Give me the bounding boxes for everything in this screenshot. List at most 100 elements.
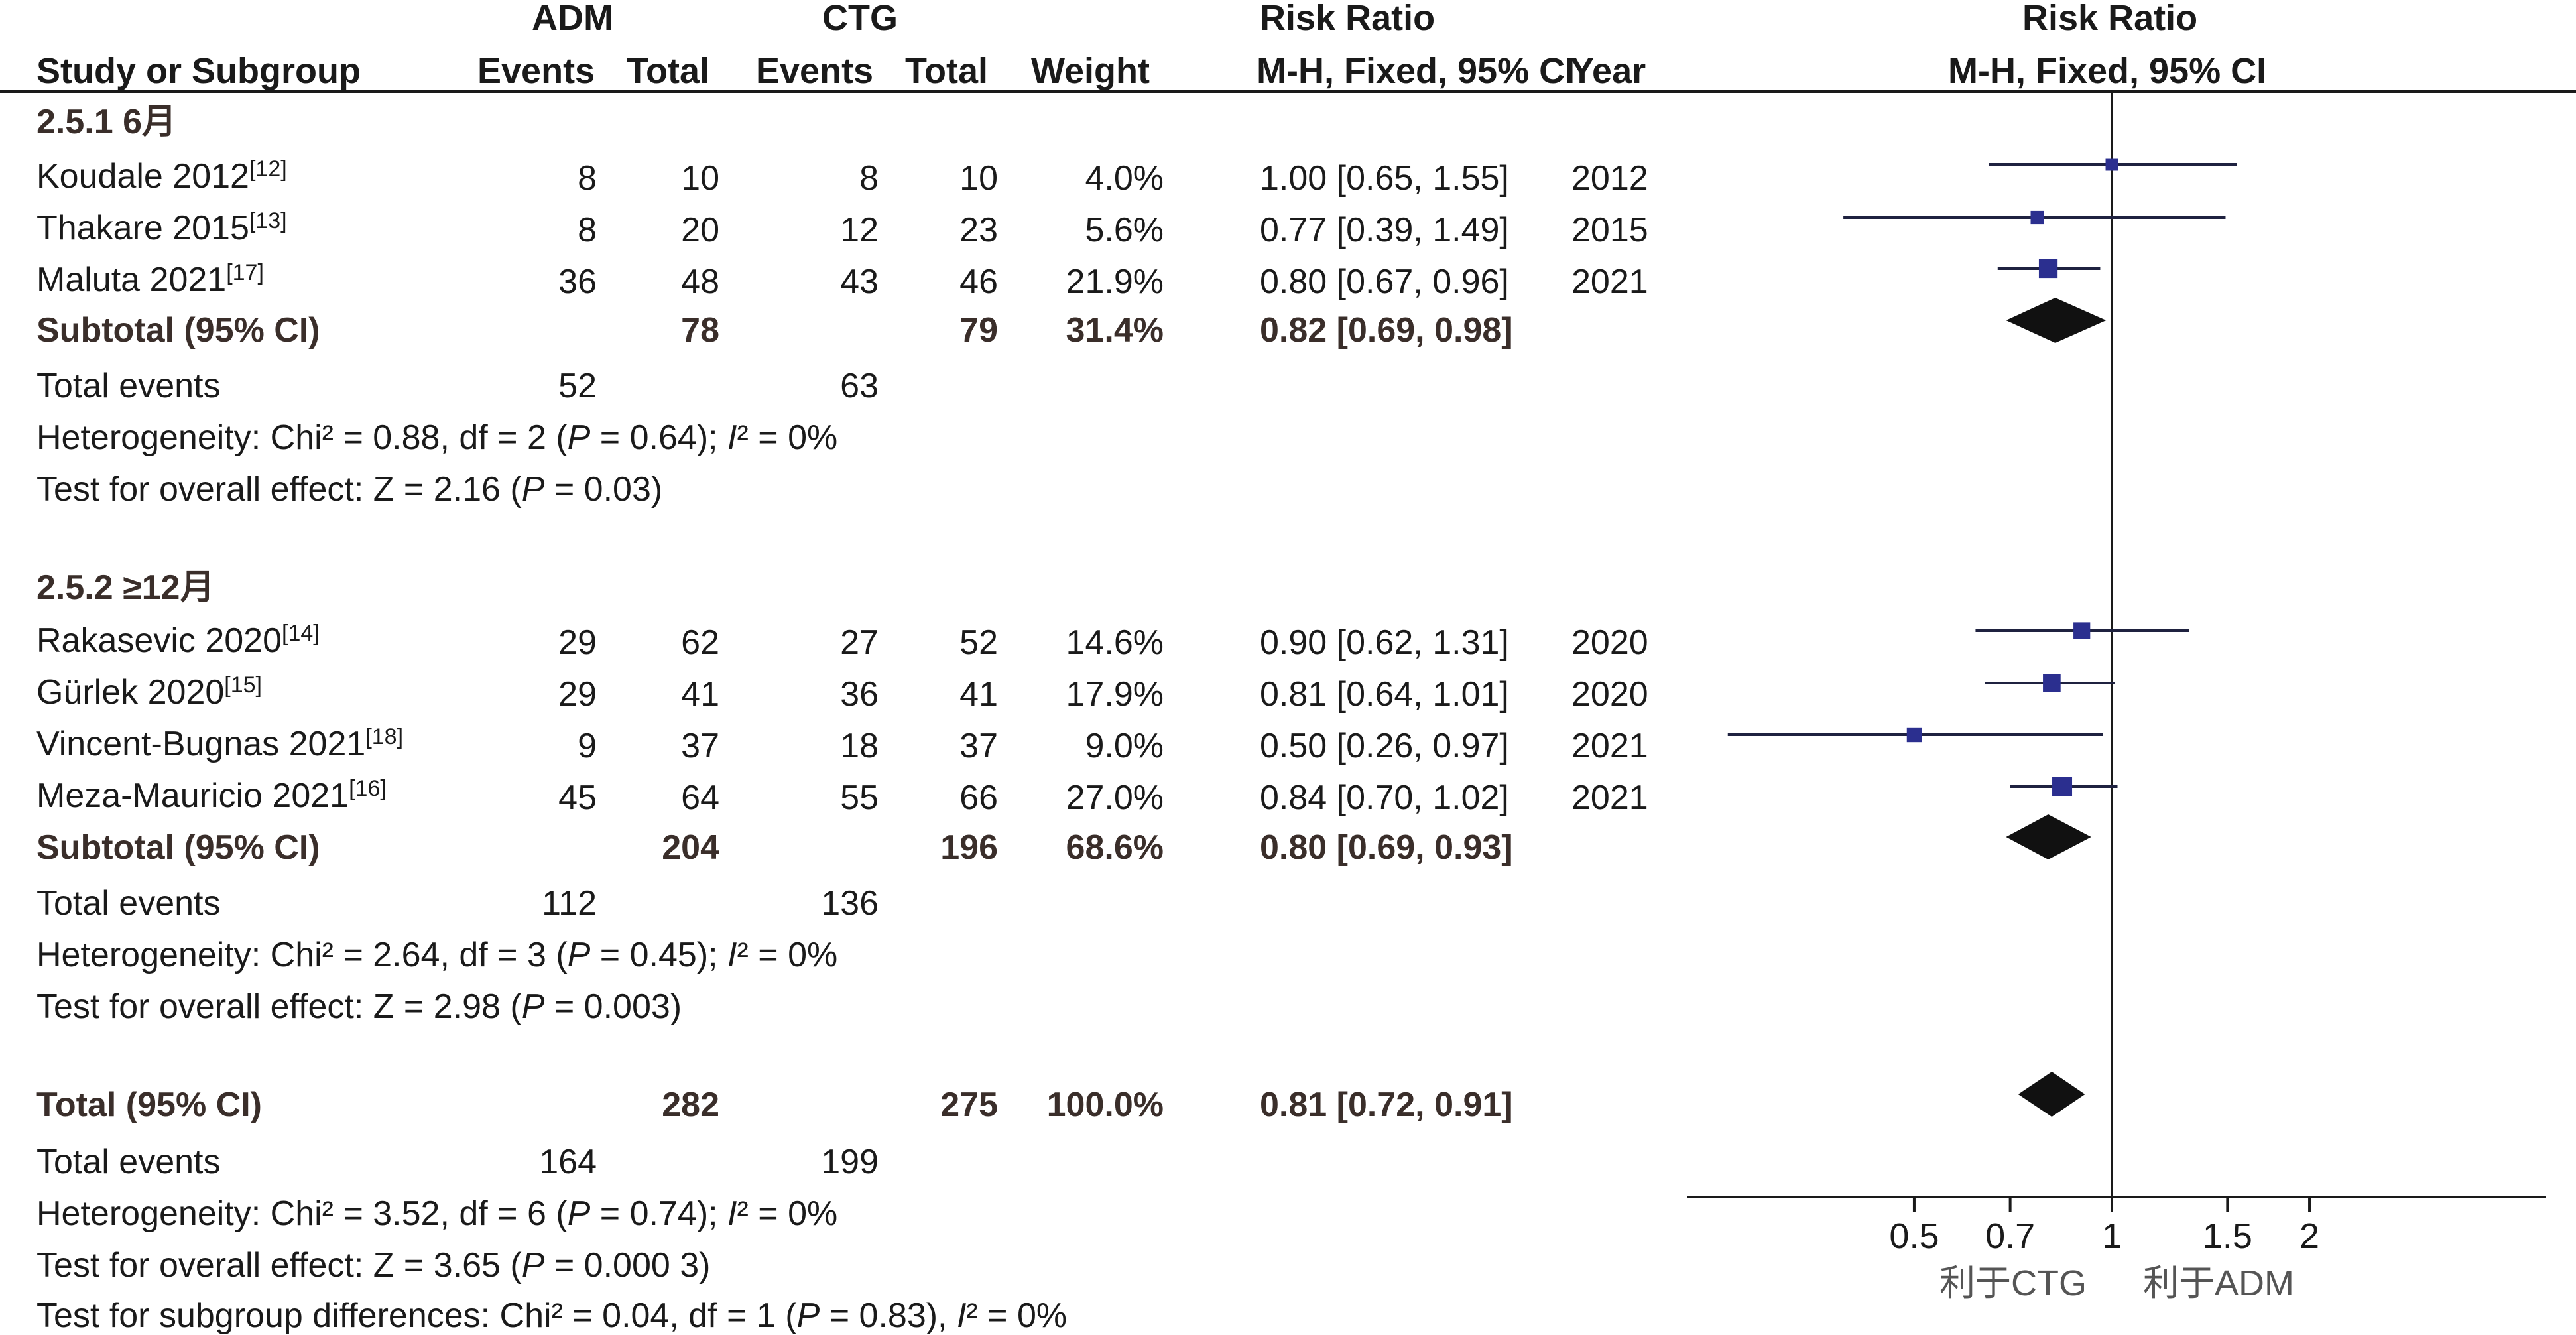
total2-cell: 10 — [959, 159, 998, 198]
subtotal-weight: 31.4% — [1066, 311, 1164, 350]
study-point-marker — [2052, 777, 2073, 796]
subtotal-ci: 0.80 [0.69, 0.93] — [1260, 828, 1513, 867]
col-events2-header: Events — [756, 51, 874, 91]
events2-cell: 55 — [840, 779, 879, 817]
total1-cell: 48 — [681, 263, 719, 301]
study-point-marker — [2073, 622, 2091, 639]
ci-cell: 0.80 [0.67, 0.96] — [1260, 263, 1509, 301]
total-weight: 100.0% — [1046, 1086, 1164, 1124]
col-total1-header: Total — [627, 51, 709, 91]
x-tick-label: 0.5 — [1889, 1216, 1939, 1256]
x-tick-label: 1.5 — [2203, 1216, 2252, 1256]
overall-effect-text: Test for overall effect: Z = 2.16 (P = 0… — [36, 470, 663, 509]
total-total1: 282 — [662, 1086, 719, 1124]
year-cell: 2020 — [1571, 675, 1648, 714]
subtotal-total1: 204 — [662, 828, 719, 867]
subtotal-weight: 68.6% — [1066, 828, 1164, 867]
favours-adm-label: 利于ADM — [2143, 1263, 2294, 1303]
study-name: Koudale 2012[12] — [36, 157, 287, 196]
total2-cell: 41 — [959, 675, 998, 714]
events1-cell: 8 — [578, 159, 597, 198]
total1-cell: 62 — [681, 623, 719, 662]
overall-effect-text: Test for overall effect: Z = 3.65 (P = 0… — [36, 1246, 711, 1285]
study-name: Vincent-Bugnas 2021[18] — [36, 724, 404, 763]
subgroup-title: 2.5.1 6月 — [36, 103, 177, 141]
total-events-label: Total events — [36, 884, 221, 922]
events1-cell: 9 — [578, 727, 597, 765]
ci-cell: 0.84 [0.70, 1.02] — [1260, 779, 1509, 817]
favours-ctg-label: 利于CTG — [1939, 1263, 2087, 1303]
total-events2: 199 — [821, 1143, 879, 1181]
subgroup-differences-text: Test for subgroup differences: Chi² = 0.… — [36, 1297, 1068, 1335]
total-events2: 63 — [840, 367, 879, 405]
total1-cell: 20 — [681, 211, 719, 249]
events2-cell: 27 — [840, 623, 879, 662]
total-events1: 52 — [558, 367, 597, 405]
weight-cell: 21.9% — [1066, 263, 1164, 301]
events2-cell: 18 — [840, 727, 879, 765]
subtotal-label: Subtotal (95% CI) — [36, 828, 320, 867]
x-tick-label: 0.7 — [1985, 1216, 2035, 1256]
events2-cell: 8 — [859, 159, 879, 198]
total-events1: 112 — [542, 884, 597, 922]
subgroup-title: 2.5.2 ≥12月 — [36, 568, 215, 607]
weight-cell: 27.0% — [1066, 779, 1164, 817]
total1-cell: 64 — [681, 779, 719, 817]
adm-group-header: ADM — [532, 0, 613, 38]
col-weight-header: Weight — [1031, 51, 1150, 91]
total1-cell: 10 — [681, 159, 719, 198]
col-ci-header-right: M-H, Fixed, 95% CI — [1948, 51, 2267, 91]
total2-cell: 23 — [959, 211, 998, 249]
pooled-diamond — [2006, 814, 2091, 859]
weight-cell: 14.6% — [1066, 623, 1164, 662]
events2-cell: 36 — [840, 675, 879, 714]
total2-cell: 52 — [959, 623, 998, 662]
year-cell: 2015 — [1571, 211, 1648, 249]
study-name: Gürlek 2020[15] — [36, 672, 263, 712]
total1-cell: 37 — [681, 727, 719, 765]
year-cell: 2020 — [1571, 623, 1648, 662]
total-events1: 164 — [539, 1143, 597, 1181]
risk-ratio-header-left: Risk Ratio — [1260, 0, 1436, 38]
events2-cell: 43 — [840, 263, 879, 301]
total-events-label: Total events — [36, 1143, 221, 1181]
events1-cell: 36 — [558, 263, 597, 301]
total-ci: 0.81 [0.72, 0.91] — [1260, 1086, 1513, 1124]
events1-cell: 45 — [558, 779, 597, 817]
pooled-diamond — [2006, 298, 2107, 343]
subtotal-total2: 79 — [959, 311, 998, 350]
col-ci-header: M-H, Fixed, 95% CI — [1257, 51, 1575, 91]
events2-cell: 12 — [840, 211, 879, 249]
col-total2-header: Total — [905, 51, 988, 91]
col-events1-header: Events — [477, 51, 595, 91]
year-cell: 2012 — [1571, 159, 1648, 198]
study-name: Maluta 2021[17] — [36, 260, 264, 299]
ci-cell: 0.81 [0.64, 1.01] — [1260, 675, 1509, 714]
subtotal-total2: 196 — [940, 828, 998, 867]
study-point-marker — [1906, 727, 1922, 743]
total2-cell: 46 — [959, 263, 998, 301]
subtotal-label: Subtotal (95% CI) — [36, 311, 320, 350]
total-label: Total (95% CI) — [36, 1086, 262, 1124]
ctg-group-header: CTG — [822, 0, 898, 38]
total-total2: 275 — [940, 1086, 998, 1124]
study-name: Meza-Mauricio 2021[16] — [36, 776, 387, 815]
ci-cell: 0.90 [0.62, 1.31] — [1260, 623, 1509, 662]
study-name: Rakasevic 2020[14] — [36, 621, 320, 660]
total-events-label: Total events — [36, 367, 221, 405]
year-cell: 2021 — [1571, 263, 1648, 301]
year-cell: 2021 — [1571, 779, 1648, 817]
total2-cell: 37 — [959, 727, 998, 765]
events1-cell: 8 — [578, 211, 597, 249]
heterogeneity-text: Heterogeneity: Chi² = 3.52, df = 6 (P = … — [36, 1194, 838, 1233]
heterogeneity-text: Heterogeneity: Chi² = 2.64, df = 3 (P = … — [36, 936, 838, 974]
weight-cell: 4.0% — [1085, 159, 1164, 198]
study-point-marker — [2038, 259, 2058, 279]
study-name: Thakare 2015[13] — [36, 208, 287, 247]
col-year-header: Year — [1570, 51, 1646, 91]
pooled-diamond — [2018, 1072, 2085, 1117]
events1-cell: 29 — [558, 675, 597, 714]
ci-cell: 0.50 [0.26, 0.97] — [1260, 727, 1509, 765]
weight-cell: 5.6% — [1085, 211, 1164, 249]
